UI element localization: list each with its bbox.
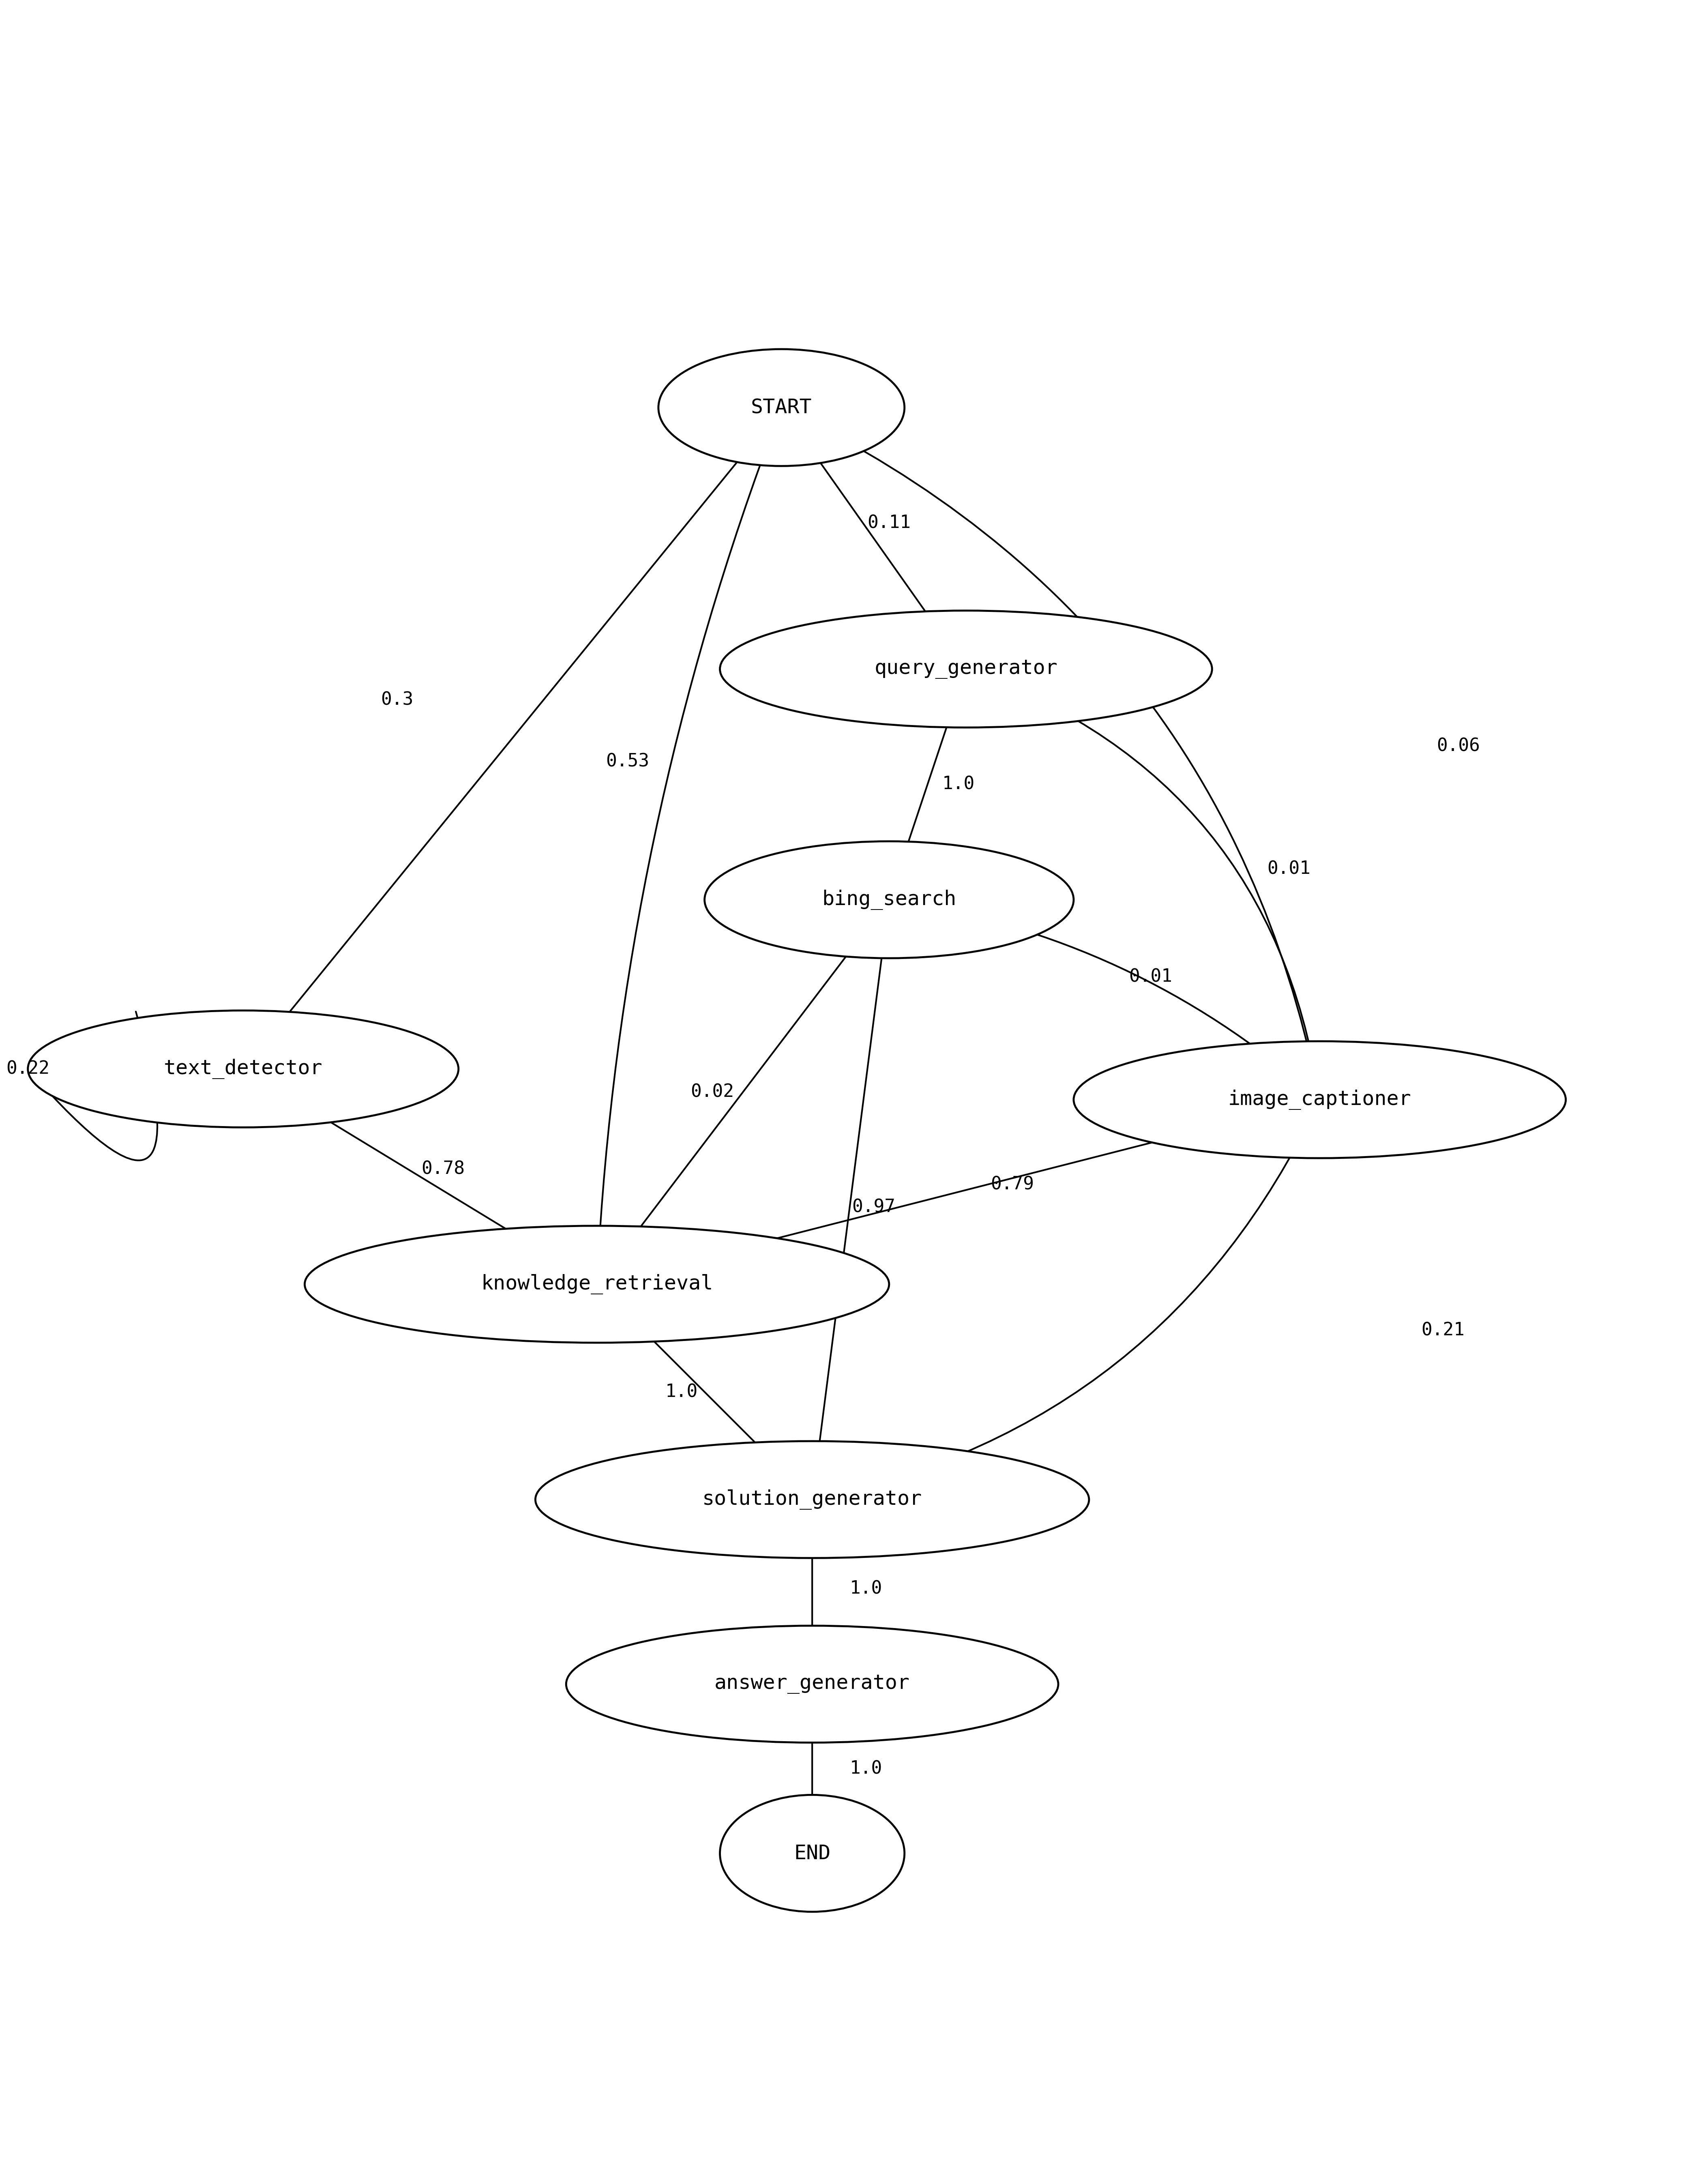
Text: 0.53: 0.53 xyxy=(606,753,649,771)
Text: 0.22: 0.22 xyxy=(7,1059,50,1077)
Text: 1.0: 1.0 xyxy=(850,1579,883,1597)
Ellipse shape xyxy=(304,1225,889,1343)
Ellipse shape xyxy=(720,1795,905,1911)
Text: 0.02: 0.02 xyxy=(691,1083,734,1101)
Ellipse shape xyxy=(720,612,1212,727)
Text: 0.78: 0.78 xyxy=(422,1160,464,1177)
Ellipse shape xyxy=(27,1011,459,1127)
Text: 0.01: 0.01 xyxy=(1267,860,1311,878)
Text: answer_generator: answer_generator xyxy=(715,1675,910,1695)
Text: 0.01: 0.01 xyxy=(1128,968,1173,985)
Text: 0.79: 0.79 xyxy=(990,1175,1034,1192)
Text: 1.0: 1.0 xyxy=(850,1760,883,1778)
Text: 1.0: 1.0 xyxy=(666,1382,698,1400)
Text: 0.06: 0.06 xyxy=(1436,738,1480,756)
Ellipse shape xyxy=(567,1625,1058,1743)
Text: knowledge_retrieval: knowledge_retrieval xyxy=(481,1273,714,1295)
Text: text_detector: text_detector xyxy=(164,1059,323,1079)
Text: 0.3: 0.3 xyxy=(381,690,413,708)
Text: END: END xyxy=(794,1843,831,1863)
Text: image_captioner: image_captioner xyxy=(1227,1090,1412,1109)
Ellipse shape xyxy=(536,1441,1089,1557)
Text: bing_search: bing_search xyxy=(821,889,956,911)
Text: query_generator: query_generator xyxy=(874,660,1058,679)
FancyArrowPatch shape xyxy=(29,1011,157,1160)
Text: START: START xyxy=(751,397,813,417)
Ellipse shape xyxy=(659,349,905,465)
Text: 0.21: 0.21 xyxy=(1420,1321,1465,1339)
Text: 1.0: 1.0 xyxy=(942,775,975,793)
Ellipse shape xyxy=(1074,1042,1565,1158)
Text: 0.97: 0.97 xyxy=(852,1199,896,1216)
Ellipse shape xyxy=(705,841,1074,959)
Text: solution_generator: solution_generator xyxy=(702,1489,922,1509)
Text: 0.11: 0.11 xyxy=(867,513,912,531)
